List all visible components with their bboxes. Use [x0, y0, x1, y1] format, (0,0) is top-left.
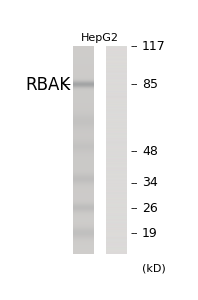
Text: --: --: [62, 78, 71, 91]
Text: 48: 48: [142, 145, 158, 158]
Text: 34: 34: [142, 176, 158, 189]
Text: --: --: [131, 178, 138, 188]
Text: --: --: [131, 203, 138, 213]
Bar: [94, 46, 98, 254]
Text: --: --: [131, 41, 138, 51]
Text: RBAK: RBAK: [26, 76, 71, 94]
Text: --: --: [131, 229, 138, 238]
Text: --: --: [131, 80, 138, 89]
Text: 26: 26: [142, 202, 158, 214]
Text: 19: 19: [142, 227, 158, 240]
Text: --: --: [131, 146, 138, 157]
Text: 85: 85: [142, 78, 158, 91]
Text: (kD): (kD): [142, 263, 166, 274]
Text: 117: 117: [142, 40, 166, 53]
Text: HepG2: HepG2: [81, 33, 119, 43]
